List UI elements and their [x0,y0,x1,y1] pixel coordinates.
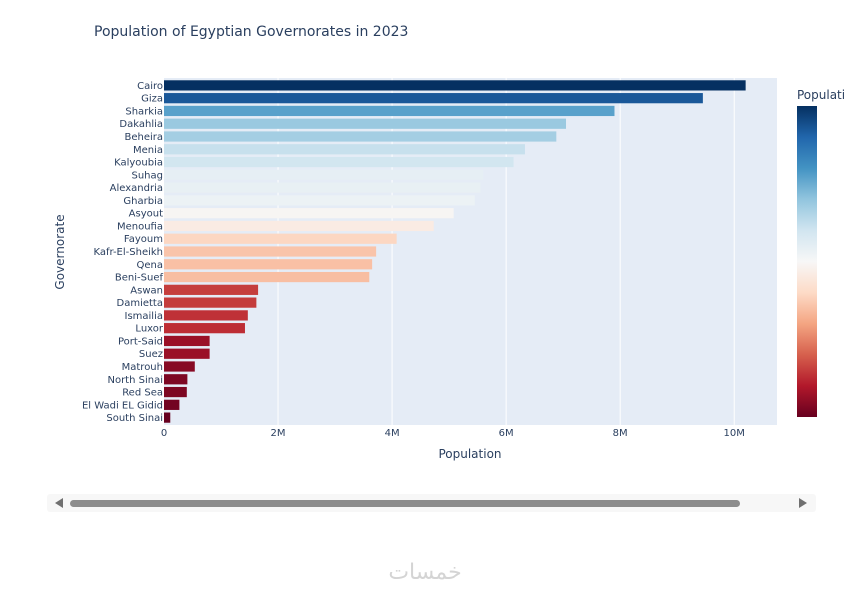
y-tick-label: Beheira [124,132,163,143]
y-tick-label: Ismailia [125,311,164,322]
y-tick-label: Damietta [117,298,163,309]
y-tick-label: Asyout [129,209,163,220]
y-tick-label: Menoufia [117,221,163,232]
y-tick-label: Gharbia [123,196,163,207]
y-tick-label: Dakahlia [119,119,163,130]
bar-sharkia[interactable] [164,105,615,117]
y-tick-label: Port-Said [118,336,163,347]
y-tick-label: Giza [141,94,163,105]
bar-suez[interactable] [164,348,210,359]
bar-north-sinai[interactable] [164,374,188,385]
y-tick-label: Kalyoubia [114,158,163,169]
y-tick-label: Luxor [135,324,163,335]
y-tick-label: Qena [137,260,164,271]
y-tick-label: Suez [139,349,163,360]
y-tick-label: Aswan [130,285,163,296]
bar-ismailia[interactable] [164,310,248,321]
colorbar-title: Population [797,88,845,102]
x-tick-label: 8M [613,428,628,439]
bar-alexandria[interactable] [164,182,481,193]
bar-el-wadi-el-gidid[interactable] [164,399,180,410]
y-tick-label: Alexandria [110,183,163,194]
y-tick-label: El Wadi EL Gidid [82,400,163,411]
bar-aswan[interactable] [164,284,259,295]
bar-kafr-el-sheikh[interactable] [164,246,377,257]
bars [164,80,746,423]
bar-dakahlia[interactable] [164,118,567,129]
x-tick-label: 0 [161,428,167,439]
y-tick-label: North Sinai [107,375,163,386]
scroll-left-arrow-icon[interactable] [55,498,63,508]
x-tick-label: 4M [385,428,400,439]
x-tick-label: 6M [499,428,514,439]
bar-cairo[interactable] [164,80,746,91]
chart-title: Population of Egyptian Governorates in 2… [94,24,409,40]
x-axis-title: Population [438,447,501,461]
bar-beni-suef[interactable] [164,271,370,283]
y-tick-label: Suhag [132,170,164,181]
bar-beheira[interactable] [164,131,557,142]
y-tick-label: Beni-Suef [115,273,164,284]
bar-menia[interactable] [164,144,525,155]
scrollbar-thumb[interactable] [70,500,740,507]
bar-port-said[interactable] [164,335,210,347]
bar-kalyoubia[interactable] [164,156,514,168]
y-tick-label: Kafr-El-Sheikh [93,247,163,258]
y-tick-label: Sharkia [125,106,163,117]
y-tick-label: Cairo [137,81,163,92]
bar-damietta[interactable] [164,297,257,308]
bar-matrouh[interactable] [164,361,195,372]
colorbar [797,106,817,417]
y-tick-label: Red Sea [122,388,163,399]
bar-menoufia[interactable] [164,220,434,232]
bar-suhag[interactable] [164,169,484,180]
watermark-logo: خمسات [388,560,462,585]
bar-gharbia[interactable] [164,195,475,206]
bar-red-sea[interactable] [164,386,187,398]
y-tick-label: Matrouh [122,362,163,373]
bar-fayoum[interactable] [164,233,397,244]
y-axis-title: Governorate [53,214,67,289]
scroll-right-arrow-icon[interactable] [799,498,807,508]
y-tick-label: Fayoum [124,234,163,245]
x-tick-label: 10M [724,428,745,439]
y-tick-label: Menia [133,145,163,156]
bar-qena[interactable] [164,259,373,270]
x-tick-label: 2M [271,428,286,439]
bar-south-sinai[interactable] [164,412,171,423]
y-tick-label: South Sinai [106,413,163,424]
x-tick-labels: 0 2M 4M 6M 8M 10M [161,428,745,439]
bar-asyout[interactable] [164,208,454,219]
bar-luxor[interactable] [164,323,245,334]
bar-giza[interactable] [164,93,703,104]
